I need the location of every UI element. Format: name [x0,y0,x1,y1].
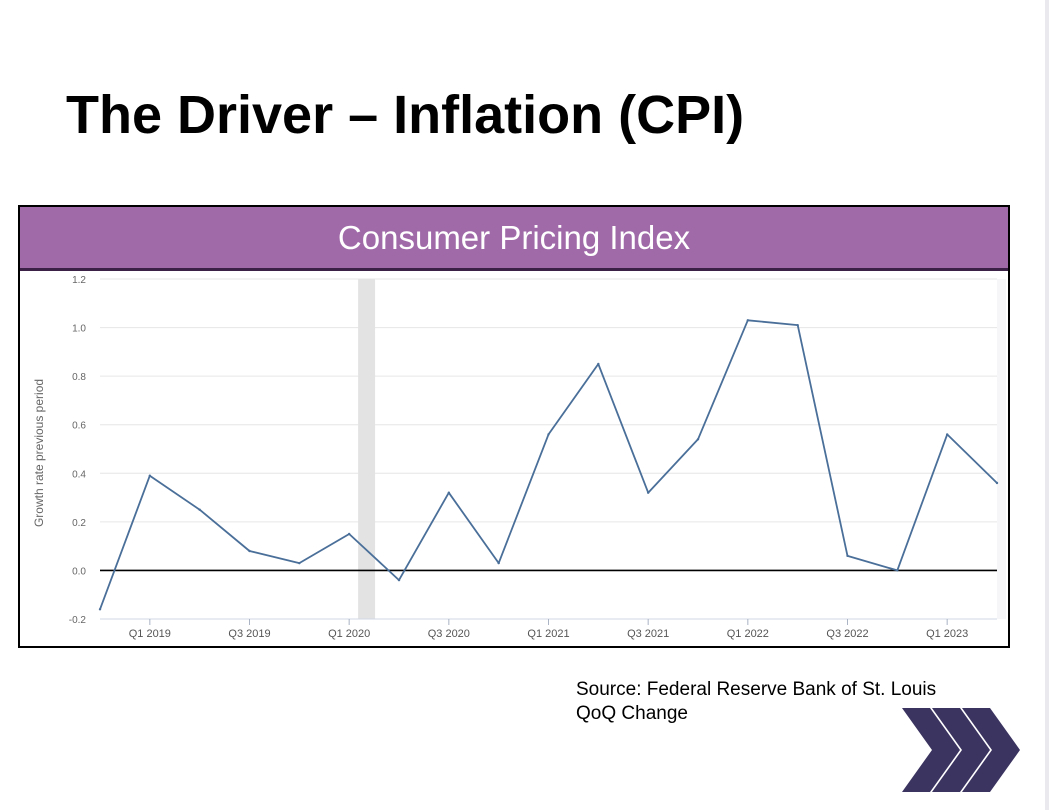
slide-right-edge [1045,0,1049,810]
x-tick-label: Q1 2022 [727,628,769,640]
data-point [447,491,451,494]
x-tick-label: Q3 2022 [826,628,868,640]
data-point [397,578,401,582]
data-point [198,508,201,511]
data-point [746,319,750,322]
recession-band [358,279,376,619]
x-tick-label: Q1 2023 [926,628,968,640]
chevron-shape [932,708,990,792]
data-point [796,323,799,327]
data-point [696,438,700,441]
chevron-shape [962,708,1020,792]
data-point [248,549,251,553]
series-line [99,319,998,610]
plot-right-margin [997,279,1006,619]
x-tick-label: Q3 2019 [228,628,270,640]
x-tick-label: Q3 2020 [428,628,470,640]
source-line: Source: Federal Reserve Bank of St. Loui… [576,679,937,700]
data-point [597,362,600,366]
data-point [148,474,152,477]
y-tick-label: 0.4 [72,469,86,480]
data-point [995,481,999,485]
data-point [547,433,550,436]
chart-frame: Consumer Pricing Index -0.2 0.0 0.2 0.4 0.6 0… [18,205,1010,648]
x-tick-label: Q1 2019 [129,628,171,640]
data-point [347,532,351,536]
line-chart: -0.2 0.0 0.2 0.4 0.6 0.8 1.0 1.2 Q1 2019 Q3 2019 Q… [32,275,1006,640]
slide-title: The Driver – Inflation (CPI) [66,85,745,145]
y-tick-label: 0.6 [72,421,86,432]
chart-header: Consumer Pricing Index [20,207,1008,271]
y-tick-label: -0.2 [69,615,87,626]
data-point [846,554,849,558]
y-tick-label: 0.8 [72,372,86,383]
y-tick-label: 0.0 [72,566,86,577]
data-point [896,569,899,572]
x-tick-label: Q1 2021 [527,628,569,640]
y-tick-label: 1.2 [72,275,86,286]
y-tick-label: 1.0 [72,324,86,335]
data-point [298,561,301,565]
data-point [497,561,500,565]
y-axis-label: Growth rate previous period [32,379,46,527]
data-point [945,433,949,436]
chart-title: Consumer Pricing Index [337,218,691,256]
y-tick-label: 0.2 [72,518,86,529]
triple-chevron-right-icon [902,708,1020,792]
chevron-shape [902,708,960,792]
x-tick-label: Q3 2021 [627,628,669,640]
x-tick-label: Q1 2020 [328,628,370,640]
data-point [98,608,102,611]
data-point [646,491,650,494]
source-subline: QoQ Change [576,703,688,724]
source-note: Source: Federal Reserve Bank of St. Loui… [576,678,936,726]
